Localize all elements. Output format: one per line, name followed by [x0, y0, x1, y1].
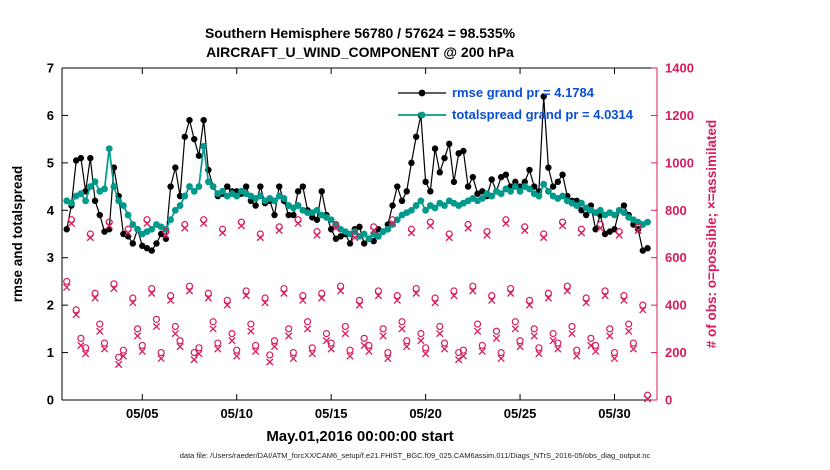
x-tick-label: 05/30	[598, 406, 631, 421]
right-y-tick-label: 1200	[665, 108, 694, 123]
left-y-tick-label: 2	[47, 298, 54, 313]
left-y-tick-label: 1	[47, 345, 54, 360]
axis-ticks: 05/05 05/10 05/15 05/20 05/25 05/30 0 1 2 3 4 5 6 7 0 2…	[47, 61, 694, 422]
totalspread-series	[63, 142, 651, 243]
left-y-tick-label: 7	[47, 61, 54, 76]
left-y-axis-label: rmse and totalspread	[10, 166, 25, 303]
legend-entry-rmse: rmse grand pr = 4.1784	[452, 85, 595, 100]
chart-title-line2: AIRCRAFT_U_WIND_COMPONENT @ 200 hPa	[206, 44, 514, 60]
data-file-caption: data file: /Users/raeder/DAI/ATM_forcXX/…	[180, 451, 651, 460]
right-y-tick-label: 1000	[665, 155, 694, 170]
left-y-tick-label: 5	[47, 155, 54, 170]
chart-title-line1: Southern Hemisphere 56780 / 57624 = 98.5…	[205, 25, 516, 41]
legend-line-samples	[398, 89, 446, 119]
right-y-tick-label: 400	[665, 298, 687, 313]
left-y-tick-label: 3	[47, 250, 54, 265]
right-y-tick-label: 200	[665, 345, 687, 360]
left-y-tick-label: 4	[47, 203, 55, 218]
legend-entry-totalspread: totalspread grand pr = 4.0314	[452, 107, 634, 122]
x-axis-label: May.01,2016 00:00:00 start	[266, 428, 453, 445]
right-y-tick-label: 1400	[665, 61, 694, 76]
plot-box	[61, 67, 658, 401]
assimilated-series	[63, 219, 652, 403]
right-y-tick-label: 0	[665, 393, 672, 408]
right-y-tick-label: 800	[665, 203, 687, 218]
left-y-tick-label: 6	[47, 108, 54, 123]
left-y-tick-label: 0	[47, 393, 54, 408]
x-tick-label: 05/05	[126, 406, 159, 421]
x-tick-label: 05/20	[409, 406, 442, 421]
data-series	[63, 93, 652, 403]
right-y-axis-label: # of obs: o=possible; ×=assimilated	[704, 120, 719, 348]
x-tick-label: 05/15	[315, 406, 348, 421]
x-tick-label: 05/25	[504, 406, 537, 421]
x-tick-label: 05/10	[220, 406, 253, 421]
right-y-tick-label: 600	[665, 250, 687, 265]
